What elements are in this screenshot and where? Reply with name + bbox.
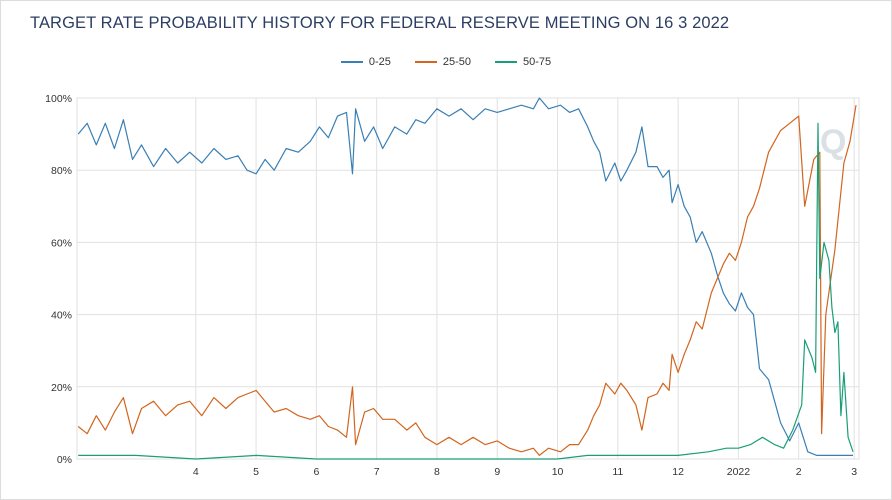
- y-tick-label: 80%: [51, 165, 72, 177]
- y-tick-label: 20%: [51, 382, 72, 394]
- x-tick-label: 7: [374, 466, 380, 478]
- series-lines: [77, 97, 857, 460]
- chart-title: TARGET RATE PROBABILITY HISTORY FOR FEDE…: [30, 14, 730, 32]
- watermark-logo: Q: [820, 123, 846, 161]
- x-tick-label: 8: [434, 466, 440, 478]
- y-tick-label: 60%: [51, 237, 72, 249]
- x-tick-label: 10: [552, 466, 564, 478]
- y-tick-label: 40%: [51, 310, 72, 322]
- chart-legend: 0-25 25-50 50-75: [0, 53, 892, 71]
- x-tick-label: 3: [851, 466, 857, 478]
- y-tick-label: 100%: [45, 93, 72, 105]
- grid: [76, 97, 860, 460]
- x-tick-label: 12: [672, 466, 684, 478]
- x-tick-label: 2: [796, 466, 802, 478]
- series-line-25-50: [77, 105, 857, 456]
- legend-swatch: [340, 61, 363, 63]
- legend-item-50-75[interactable]: 50-75: [495, 53, 551, 71]
- x-tick-label: 6: [313, 466, 319, 478]
- x-tick-label: 11: [612, 466, 623, 478]
- plot-area: [76, 97, 860, 460]
- series-line-0-25: [77, 97, 853, 456]
- logo-q-icon: Q: [820, 123, 846, 161]
- legend-item-25-50[interactable]: 25-50: [414, 53, 472, 71]
- y-axis: 0% 20% 40% 60% 80% 100%: [45, 93, 72, 466]
- legend-item-0-25[interactable]: 0-25: [340, 53, 391, 71]
- x-axis: 4 5 6 7 8 9 10 11 12 2022 2 3: [193, 466, 857, 478]
- x-tick-label: 5: [253, 466, 259, 478]
- legend-label: 50-75: [523, 56, 552, 68]
- legend-swatch: [414, 61, 437, 63]
- x-tick-label: 2022: [727, 466, 751, 478]
- y-tick-label: 0%: [57, 454, 72, 466]
- legend-swatch: [495, 61, 518, 63]
- legend-label: 25-50: [442, 56, 472, 68]
- x-tick-label: 9: [494, 466, 500, 478]
- x-tick-label: 4: [193, 466, 199, 478]
- series-line-50-75: [78, 122, 854, 460]
- legend-label: 0-25: [368, 56, 391, 68]
